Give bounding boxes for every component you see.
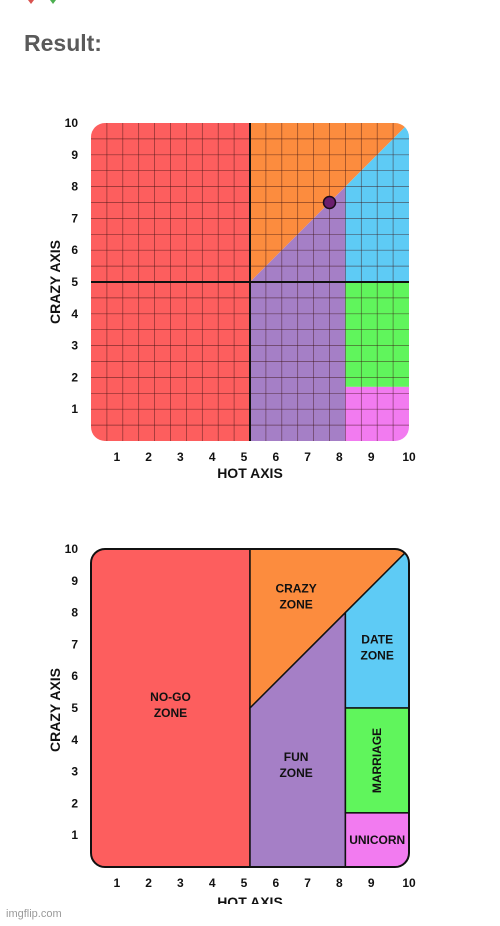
result-heading: Result: bbox=[24, 30, 102, 56]
hot-crazy-matrix-result-chart: 1 2 3 4 5 6 7 8 9 10 1 2 3 4 5 6 7 8 9 10 HOT AXIS CRAZY A… bbox=[47, 116, 416, 478]
unicorn-zone bbox=[344, 812, 409, 867]
result-data-point bbox=[322, 195, 337, 210]
y-tick-label: 10 bbox=[65, 542, 79, 556]
red-gem-icon bbox=[22, 0, 40, 4]
marriage-zone-label: MARRIAGE bbox=[370, 728, 384, 793]
x-tick-label: 6 bbox=[272, 450, 279, 464]
fun-zone-label: FUN bbox=[284, 750, 309, 764]
x-tick-label: 2 bbox=[145, 876, 152, 890]
x-tick-label: 5 bbox=[241, 876, 248, 890]
x-tick-label: 10 bbox=[402, 450, 416, 464]
no-go-zone bbox=[91, 549, 251, 867]
y-tick-label: 8 bbox=[71, 606, 78, 620]
x-tick-label: 5 bbox=[241, 450, 248, 464]
y-tick-label: 7 bbox=[71, 637, 78, 651]
y-tick-label: 5 bbox=[71, 275, 78, 289]
chart-border bbox=[90, 548, 410, 868]
header-icons bbox=[22, 0, 82, 6]
unicorn-zone-label: UNICORN bbox=[349, 833, 405, 847]
y-tick-label: 6 bbox=[71, 669, 78, 683]
date-zone-label: ZONE bbox=[361, 649, 394, 663]
x-tick-label: 6 bbox=[272, 876, 279, 890]
no-go-zone-label: ZONE bbox=[154, 706, 187, 720]
y-tick-label: 10 bbox=[65, 116, 79, 130]
y-tick-label: 3 bbox=[71, 339, 78, 353]
x-tick-label: 7 bbox=[304, 450, 311, 464]
y-tick-label: 2 bbox=[71, 796, 78, 810]
y-tick-label: 2 bbox=[71, 370, 78, 384]
fun-zone-label: ZONE bbox=[279, 766, 312, 780]
imgflip-watermark: imgflip.com bbox=[6, 908, 62, 920]
x-tick-label: 9 bbox=[368, 876, 375, 890]
x-tick-label: 8 bbox=[336, 876, 343, 890]
y-tick-label: 1 bbox=[71, 828, 78, 842]
x-tick-label: 4 bbox=[209, 876, 216, 890]
no-go-zone-label: NO-GO bbox=[150, 690, 191, 704]
y-tick-label: 8 bbox=[71, 180, 78, 194]
y-tick-label: 9 bbox=[71, 148, 78, 162]
crazy-zone-label: CRAZY bbox=[275, 582, 316, 596]
y-tick-label: 4 bbox=[71, 733, 78, 747]
y-tick-label: 3 bbox=[71, 765, 78, 779]
x-tick-label: 3 bbox=[177, 876, 184, 890]
x-tick-label: 4 bbox=[209, 450, 216, 464]
y-tick-label: 9 bbox=[71, 574, 78, 588]
y-tick-label: 5 bbox=[71, 701, 78, 715]
x-axis-title: HOT AXIS bbox=[217, 465, 283, 478]
y-tick-label: 1 bbox=[71, 402, 78, 416]
x-tick-label: 9 bbox=[368, 450, 375, 464]
y-tick-label: 6 bbox=[71, 243, 78, 257]
x-tick-label: 10 bbox=[402, 876, 416, 890]
hot-crazy-matrix-key-chart: NO-GO ZONE CRAZY ZONE FUN ZONE DATE ZONE MARRIAG… bbox=[47, 542, 416, 904]
x-tick-label: 1 bbox=[113, 450, 120, 464]
x-tick-label: 8 bbox=[336, 450, 343, 464]
y-tick-label: 7 bbox=[71, 211, 78, 225]
x-tick-label: 3 bbox=[177, 450, 184, 464]
y-axis-title: CRAZY AXIS bbox=[47, 240, 63, 324]
x-tick-label: 2 bbox=[145, 450, 152, 464]
x-tick-label: 1 bbox=[113, 876, 120, 890]
crazy-zone-label: ZONE bbox=[279, 598, 312, 612]
x-tick-label: 7 bbox=[304, 876, 311, 890]
x-axis-title: HOT AXIS bbox=[217, 894, 283, 904]
green-gem-icon bbox=[44, 0, 62, 4]
y-axis-title: CRAZY AXIS bbox=[47, 668, 63, 752]
y-tick-label: 4 bbox=[71, 307, 78, 321]
date-zone-label: DATE bbox=[361, 633, 393, 647]
